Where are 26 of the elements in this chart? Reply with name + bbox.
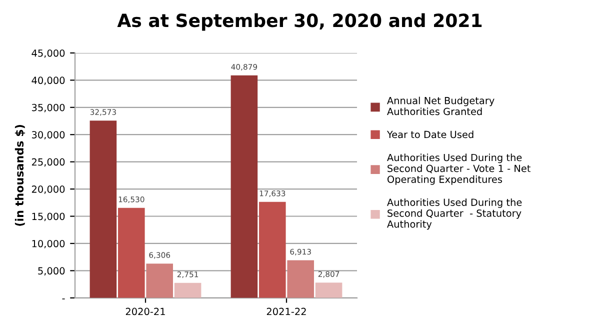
- x-tick-label: 2020-21: [126, 308, 165, 316]
- bar: [259, 202, 286, 298]
- y-tick-label: -: [62, 298, 65, 300]
- y-tick-label: 45,000: [32, 49, 65, 58]
- bar: [146, 264, 173, 298]
- y-axis-title: (in thousands $): [14, 125, 26, 226]
- legend-label: Authorities Used During the Second Quarter - Vote 1 - Net Operating Expenditures: [387, 154, 530, 185]
- legend-label: Authorities Used During the Second Quarter - Statutory Authority: [387, 198, 522, 230]
- y-tick-label: 10,000: [32, 240, 65, 248]
- y-tick-label: 30,000: [32, 131, 65, 140]
- y-tick-label: 25,000: [32, 158, 65, 167]
- bar: [230, 75, 258, 298]
- y-tick-label: 15,000: [32, 212, 65, 222]
- bar: [287, 260, 314, 298]
- y-tick-label: 40,000: [32, 76, 65, 85]
- y-tick-label: 5,000: [38, 267, 65, 276]
- chart-title: As at September 30, 2020 and 2021: [117, 13, 482, 31]
- legend-label: Year to Date Used: [386, 130, 474, 138]
- bar: [315, 282, 342, 298]
- y-tick-label: 35,000: [32, 104, 65, 112]
- bar: [174, 282, 202, 298]
- legend-label: Annual Net Budgetary Authorities Granted: [387, 96, 494, 116]
- x-tick-label: 2021-22: [266, 308, 306, 316]
- bar: [118, 208, 145, 298]
- bar: [90, 120, 117, 298]
- y-tick-label: 20,000: [32, 186, 65, 194]
